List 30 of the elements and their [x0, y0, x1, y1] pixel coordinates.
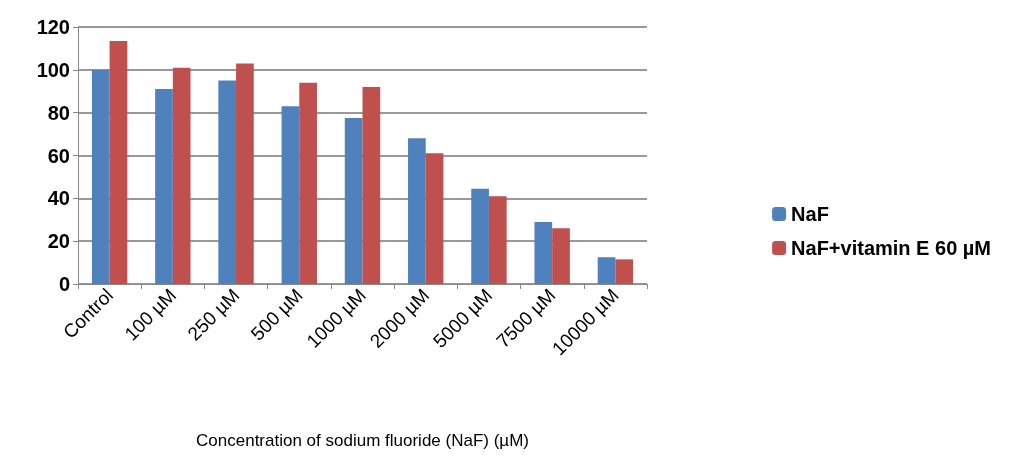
y-tick-label: 20	[47, 230, 70, 253]
bar	[534, 221, 553, 284]
y-tick-label: 120	[36, 16, 70, 38]
x-axis-title: Concentration of sodium fluoride (NaF) (µM)	[196, 431, 529, 450]
bar	[344, 118, 363, 284]
bar	[425, 153, 444, 284]
bar	[597, 257, 616, 284]
legend-label: NaF	[791, 203, 829, 225]
bar	[615, 259, 634, 284]
bar	[471, 188, 489, 284]
bar	[155, 89, 173, 284]
bar	[218, 80, 237, 284]
bar	[281, 106, 300, 284]
x-tick-label: 500 µM	[246, 284, 307, 345]
bar	[488, 196, 507, 284]
bar	[408, 138, 426, 284]
bar	[552, 228, 570, 284]
y-tick-label: 40	[47, 187, 70, 210]
bar	[172, 67, 191, 284]
bar	[109, 40, 128, 284]
x-tick-label: 100 µM	[120, 284, 181, 345]
legend-label: NaF+vitamin E 60 µM	[791, 237, 991, 259]
x-tick-label: 250 µM	[183, 284, 244, 345]
bar	[362, 86, 381, 284]
bar	[236, 63, 254, 284]
y-tick-label: 100	[36, 58, 70, 81]
bar	[299, 82, 317, 284]
y-tick-label: 60	[47, 144, 70, 167]
y-tick-label: 80	[47, 101, 70, 124]
bar	[91, 69, 110, 284]
